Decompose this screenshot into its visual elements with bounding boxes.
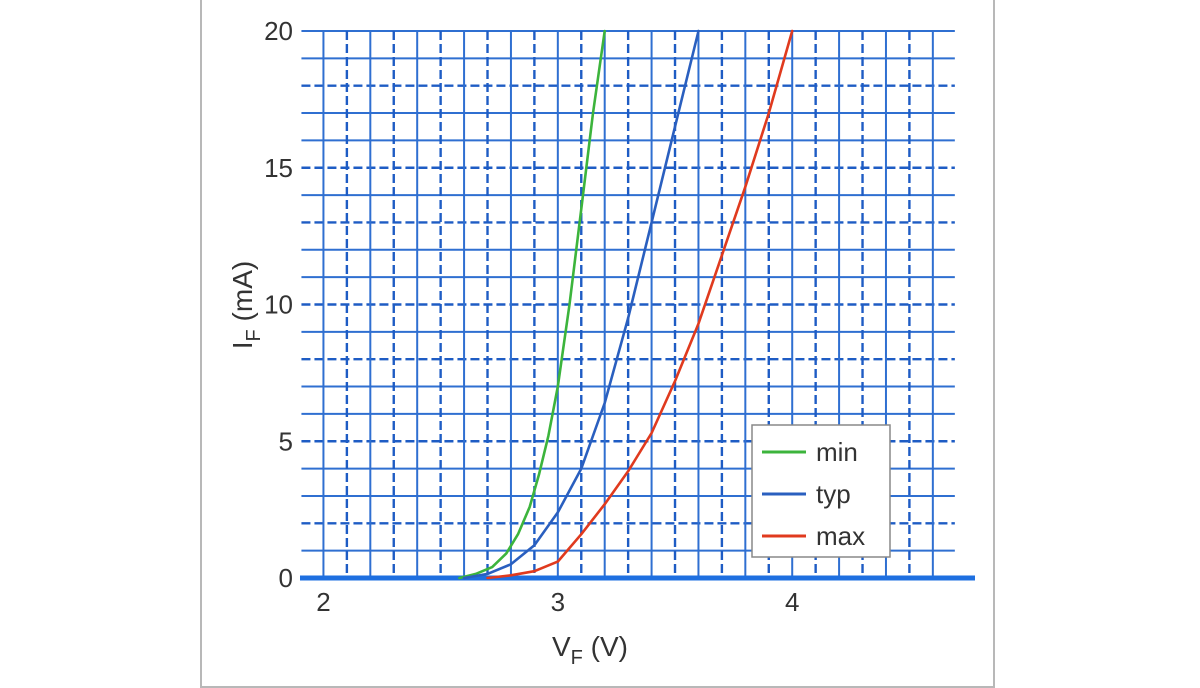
legend: min typ max (751, 424, 891, 558)
series-line-max (486, 29, 794, 580)
y-tick-label: 10 (264, 290, 293, 320)
y-tick-label: 15 (264, 153, 293, 183)
x-tick-label: 2 (316, 587, 330, 617)
legend-label-min: min (816, 437, 858, 467)
y-tick-label: 0 (279, 563, 293, 593)
x-tick-label: 4 (785, 587, 799, 617)
tick-labels: 0 5 10 15 20 2 3 4 (264, 16, 799, 617)
series-line-min (458, 29, 607, 580)
x-axis-title: VF (V) (552, 631, 628, 669)
y-tick-label: 5 (279, 426, 293, 456)
series-line-typ (462, 29, 700, 580)
y-tick-label: 20 (264, 16, 293, 46)
x-tick-label: 3 (551, 587, 565, 617)
legend-label-max: max (816, 521, 865, 551)
y-axis-title: IF (mA) (227, 261, 265, 349)
series-lines (458, 29, 794, 580)
grid (301, 30, 955, 578)
legend-label-typ: typ (816, 479, 851, 509)
